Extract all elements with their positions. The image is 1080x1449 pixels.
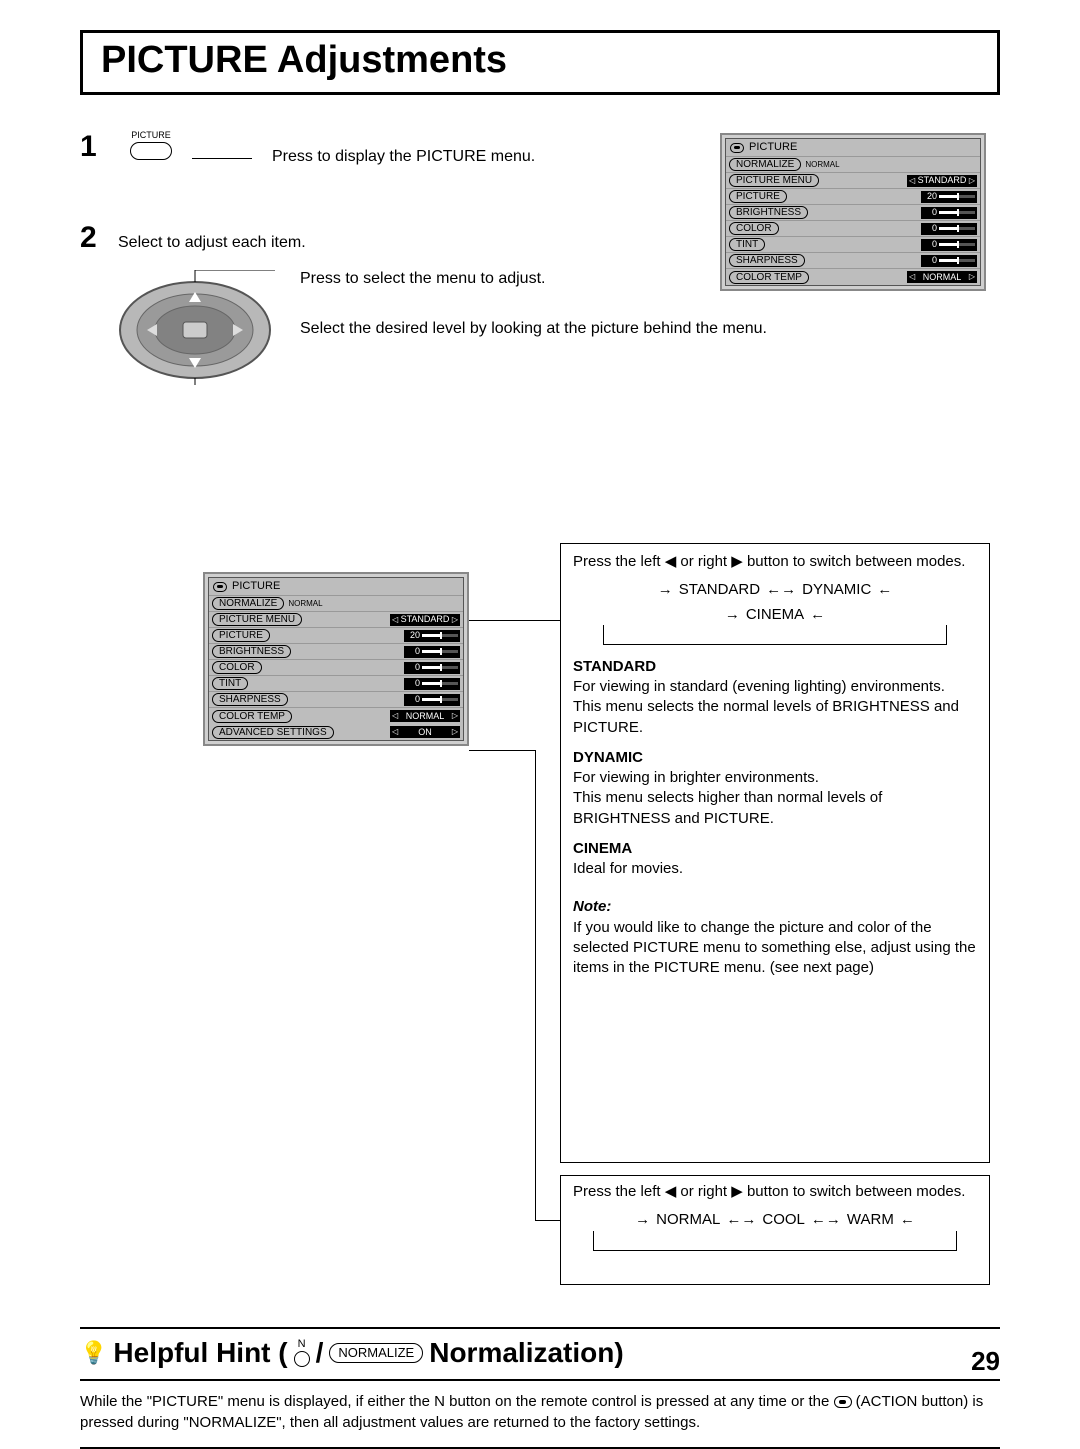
- menu-header: PICTURE: [749, 142, 797, 153]
- menu-row-value: 0: [404, 694, 460, 706]
- menu-row-value: 0: [921, 239, 977, 251]
- dynamic-body1: For viewing in brighter environments.: [573, 768, 977, 788]
- step-2-text2: Select the desired level by looking at t…: [300, 318, 767, 340]
- menu-row-value: 0: [921, 255, 977, 267]
- menu-row-value: 0: [921, 207, 977, 219]
- menu-row: PICTURE MENU ◁STANDARD▷: [209, 612, 463, 628]
- menu-row: BRIGHTNESS 0: [209, 644, 463, 660]
- normalize-pill: NORMALIZE: [729, 158, 801, 171]
- menu-row-label: COLOR: [212, 661, 262, 674]
- lightbulb-icon: 💡: [80, 1340, 107, 1366]
- menu-row-value: 0: [404, 662, 460, 674]
- menu-row: COLOR TEMP ◁NORMAL▷: [726, 269, 980, 285]
- menu-row-label: PICTURE: [729, 190, 787, 203]
- menu-row-label: COLOR TEMP: [729, 271, 809, 284]
- picture-menu-panel-1: PICTURE NORMALIZE NORMAL PICTURE MENU ◁ST…: [720, 133, 986, 291]
- action-icon: [213, 582, 227, 592]
- menu-row-label: SHARPNESS: [729, 254, 805, 267]
- dynamic-body2: This menu selects higher than normal lev…: [573, 788, 977, 829]
- box1-intro: Press the left ◀ or right ▶ button to sw…: [573, 552, 977, 572]
- normalize-pill: NORMALIZE: [212, 597, 284, 610]
- menu-row: TINT 0: [726, 237, 980, 253]
- standard-body1: For viewing in standard (evening lightin…: [573, 677, 977, 697]
- menu-row: COLOR 0: [726, 221, 980, 237]
- normalize-value: NORMAL: [288, 600, 322, 608]
- normalize-value: NORMAL: [805, 161, 839, 169]
- menu-row: PICTURE 20: [726, 189, 980, 205]
- step-1-text: Press to display the PICTURE menu.: [272, 130, 535, 166]
- menu-row-label: BRIGHTNESS: [729, 206, 808, 219]
- box2-intro: Press the left ◀ or right ▶ button to sw…: [573, 1182, 977, 1202]
- step-2-number: 2: [80, 221, 110, 255]
- menu-row: SHARPNESS 0: [209, 692, 463, 708]
- action-button-icon: [834, 1396, 852, 1408]
- dpad-icon: [115, 270, 275, 385]
- oval-button-icon: [130, 142, 172, 160]
- menu-row-label: ADVANCED SETTINGS: [212, 726, 334, 739]
- menu-row-value: ◁NORMAL▷: [907, 271, 977, 283]
- menu-row: BRIGHTNESS 0: [726, 205, 980, 221]
- menu-row-value: 20: [404, 630, 460, 642]
- step-1-number: 1: [80, 130, 110, 164]
- action-icon: [730, 143, 744, 153]
- menu-row: COLOR TEMP ◁NORMAL▷: [209, 708, 463, 724]
- title-box: PICTURE Adjustments: [80, 30, 1000, 95]
- menu-row-label: COLOR: [729, 222, 779, 235]
- menu-row-label: PICTURE MENU: [729, 174, 819, 187]
- standard-heading: STANDARD: [573, 657, 977, 677]
- menu-row-label: BRIGHTNESS: [212, 645, 291, 658]
- step-2-text1: Press to select the menu to adjust.: [300, 270, 545, 288]
- menu-row-label: TINT: [729, 238, 765, 251]
- note-body: If you would like to change the picture …: [573, 918, 977, 979]
- menu-row-label: COLOR TEMP: [212, 710, 292, 723]
- menu-row-value: 0: [921, 223, 977, 235]
- note-heading: Note:: [573, 897, 977, 917]
- menu-row: COLOR 0: [209, 660, 463, 676]
- menu-row-label: SHARPNESS: [212, 693, 288, 706]
- picture-remote-button: PICTURE: [130, 130, 172, 160]
- hint-body: While the "PICTURE" menu is displayed, i…: [80, 1391, 1000, 1433]
- menu-row-value: 20: [921, 191, 977, 203]
- menu-row-value: ◁ON▷: [390, 726, 460, 738]
- menu-header: PICTURE: [232, 581, 280, 592]
- menu-row-value: ◁STANDARD▷: [907, 175, 977, 187]
- temp-cycle-diagram: →NORMAL ←→COOL ←→WARM←: [573, 1210, 977, 1250]
- page-number: 29: [971, 1346, 1000, 1377]
- n-button-icon: N: [294, 1339, 310, 1367]
- picture-button-label: PICTURE: [130, 130, 172, 140]
- page-title: PICTURE Adjustments: [101, 39, 979, 82]
- menu-row: PICTURE MENU ◁STANDARD▷: [726, 173, 980, 189]
- menu-row: TINT 0: [209, 676, 463, 692]
- standard-body2: This menu selects the normal levels of B…: [573, 697, 977, 738]
- menu-row: PICTURE 20: [209, 628, 463, 644]
- menu-row-value: ◁STANDARD▷: [390, 614, 460, 626]
- step-2-line1: Select to adjust each item.: [118, 234, 306, 252]
- picture-menu-modes-box: Press the left ◀ or right ▶ button to sw…: [560, 543, 990, 1163]
- cinema-body: Ideal for movies.: [573, 859, 977, 879]
- menu-row-label: PICTURE: [212, 629, 270, 642]
- menu-row-value: 0: [404, 678, 460, 690]
- hint-title: 💡 Helpful Hint ( N / NORMALIZE Normaliza…: [80, 1337, 1000, 1369]
- picture-menu-panel-2: PICTURE NORMALIZE NORMAL PICTURE MENU ◁ST…: [203, 572, 469, 746]
- mode-cycle-diagram: →STANDARD ←→ DYNAMIC← →CINEMA←: [573, 580, 977, 645]
- menu-row: SHARPNESS 0: [726, 253, 980, 269]
- menu-row-label: PICTURE MENU: [212, 613, 302, 626]
- normalize-pill-icon: NORMALIZE: [329, 1343, 423, 1363]
- menu-row-value: 0: [404, 646, 460, 658]
- helpful-hint-section: 💡 Helpful Hint ( N / NORMALIZE Normaliza…: [80, 1327, 1000, 1449]
- color-temp-modes-box: Press the left ◀ or right ▶ button to sw…: [560, 1175, 990, 1285]
- menu-row-value: ◁NORMAL▷: [390, 710, 460, 722]
- cinema-heading: CINEMA: [573, 839, 977, 859]
- menu-row-label: TINT: [212, 677, 248, 690]
- dynamic-heading: DYNAMIC: [573, 748, 977, 768]
